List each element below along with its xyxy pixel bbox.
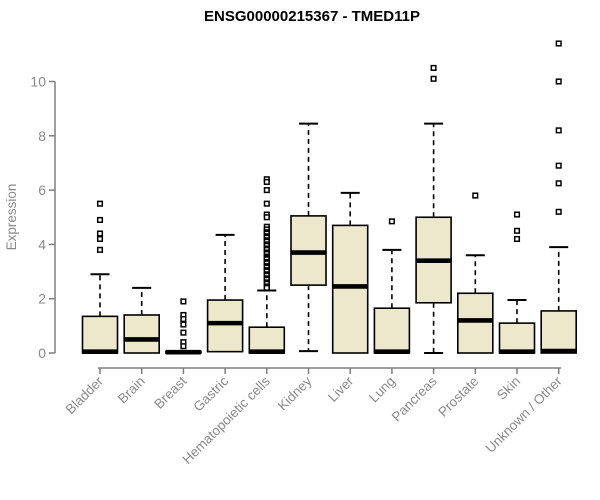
outlier-point: [555, 162, 562, 169]
outlier-point: [472, 192, 479, 199]
outlier-point: [513, 227, 521, 234]
outlier-point: [263, 187, 270, 194]
box-group-skin: [498, 211, 536, 354]
box-group-gastric: [206, 233, 244, 353]
outlier-point: [555, 127, 562, 134]
x-cat-label-lung: Lung: [366, 374, 398, 406]
outlier-point: [263, 178, 270, 186]
y-tick-label-10: 10: [30, 74, 46, 90]
outlier-point: [263, 284, 270, 291]
outlier-point: [96, 216, 104, 224]
box-group-brain: [123, 286, 160, 354]
outlier-point: [180, 316, 187, 323]
iqr-box: [81, 315, 119, 354]
outlier-point: [96, 230, 104, 237]
y-tick-label-8: 8: [38, 128, 46, 144]
outlier-point: [430, 64, 437, 71]
box-group-unknown-other: [540, 40, 578, 354]
iqr-box: [248, 326, 286, 354]
iqr-box: [123, 314, 160, 354]
iqr-box: [373, 307, 411, 354]
outlier-point: [96, 235, 104, 243]
box-group-lung: [373, 218, 411, 354]
box-group-breast: [165, 298, 202, 355]
x-cat-label-gastric: Gastric: [190, 373, 231, 414]
y-tick-label-6: 6: [38, 182, 46, 198]
outlier-point: [96, 246, 104, 253]
x-cat-label-skin: Skin: [494, 374, 523, 403]
x-cat-label-kidney: Kidney: [275, 373, 315, 413]
x-cat-label-breast: Breast: [151, 373, 189, 411]
outlier-point: [513, 211, 521, 218]
outlier-point: [555, 78, 562, 85]
outlier-point: [180, 321, 187, 328]
x-cat-label-liver: Liver: [325, 373, 357, 405]
box-group-hematopoietic-cells: [248, 176, 286, 354]
outlier-point: [263, 200, 270, 207]
iqr-box: [456, 292, 494, 354]
outlier-point: [555, 180, 562, 187]
x-cat-label-pancreas: Pancreas: [389, 373, 440, 424]
outlier-point: [96, 200, 104, 207]
y-tick-label-4: 4: [38, 236, 46, 252]
outlier-point: [388, 218, 395, 225]
iqr-box: [331, 224, 369, 354]
x-cat-label-bladder: Bladder: [63, 373, 107, 417]
chart-title: ENSG00000215367 - TMED11P: [204, 8, 420, 25]
outlier-point: [430, 75, 437, 82]
iqr-box: [498, 322, 536, 354]
outlier-point: [513, 235, 521, 243]
y-tick-label-0: 0: [38, 345, 46, 361]
outlier-point: [263, 214, 270, 221]
outlier-point: [180, 298, 187, 305]
box-group-bladder: [81, 200, 119, 354]
box-group-liver: [331, 191, 369, 354]
iqr-box: [206, 299, 244, 353]
y-tick-label-2: 2: [38, 291, 46, 307]
y-axis-title: Expression: [4, 184, 19, 251]
iqr-box: [540, 310, 578, 354]
x-cat-label-prostate: Prostate: [435, 374, 481, 420]
outlier-point: [555, 40, 562, 47]
x-cat-label-brain: Brain: [115, 374, 148, 407]
outlier-point: [180, 329, 187, 336]
box-group-pancreas: [415, 64, 452, 354]
outlier-point: [180, 343, 187, 350]
outlier-point: [555, 208, 562, 215]
box-group-kidney: [290, 122, 327, 353]
x-cat-label-unknown-other: Unknown / Other: [483, 373, 566, 456]
box-group-prostate: [456, 192, 494, 354]
boxes-layer: [81, 40, 578, 355]
